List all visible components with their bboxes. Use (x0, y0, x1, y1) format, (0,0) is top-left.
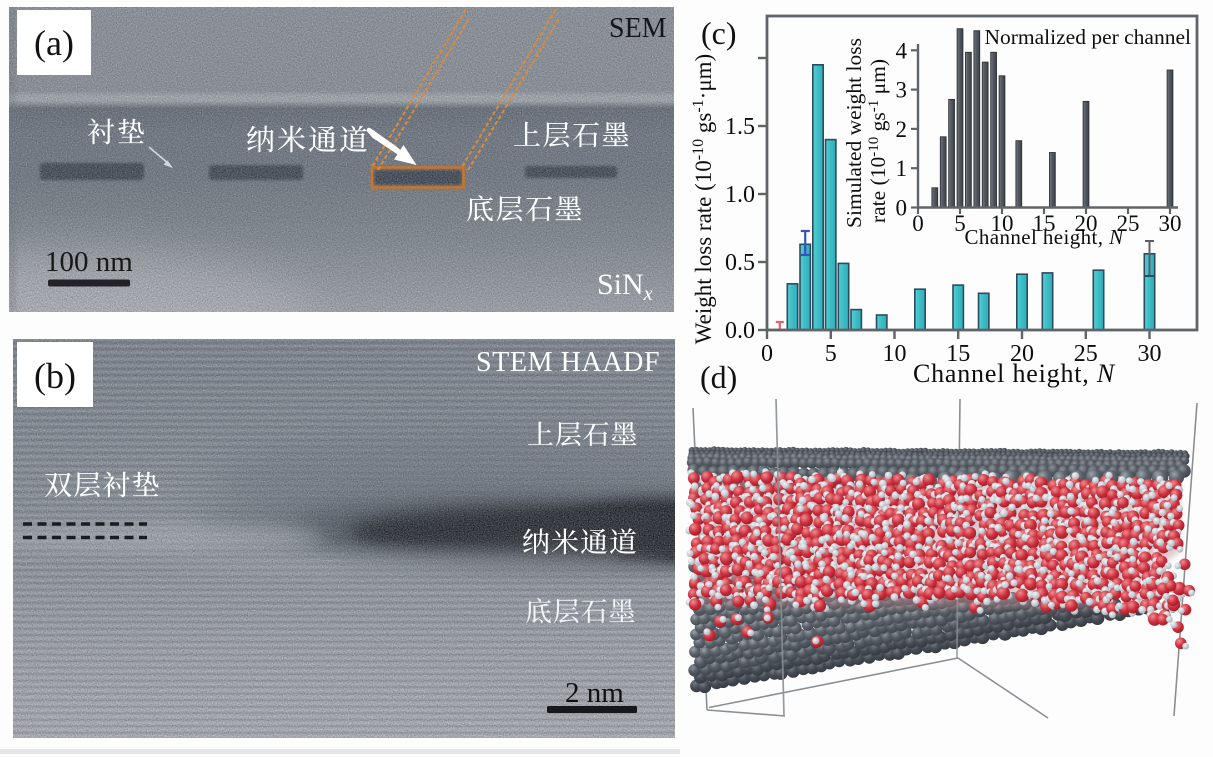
svg-text:10: 10 (883, 341, 907, 367)
svg-text:20: 20 (1075, 211, 1098, 236)
svg-text:Weight loss rate (10-10 gs-1·μ: Weight loss rate (10-10 gs-1·μm) (690, 54, 716, 344)
svg-text:(d): (d) (700, 359, 737, 395)
svg-text:15: 15 (946, 341, 970, 367)
svg-text:5: 5 (954, 211, 966, 236)
svg-text:(c): (c) (701, 15, 737, 51)
svg-text:SiNx: SiNx (597, 268, 653, 305)
svg-text:(a): (a) (34, 23, 74, 63)
svg-text:2 nm: 2 nm (565, 677, 624, 709)
svg-text:1.0: 1.0 (725, 182, 755, 208)
svg-text:25: 25 (1117, 211, 1140, 236)
svg-text:0.5: 0.5 (725, 250, 755, 276)
svg-text:0: 0 (761, 341, 773, 367)
svg-text:30: 30 (1159, 211, 1182, 236)
svg-text:1: 1 (896, 156, 908, 181)
svg-text:Simulated weight loss: Simulated weight loss (842, 38, 866, 228)
svg-text:25: 25 (1074, 341, 1098, 367)
svg-text:0: 0 (896, 196, 908, 221)
svg-text:Normalized per channel: Normalized per channel (984, 25, 1191, 49)
svg-text:1.5: 1.5 (725, 114, 755, 140)
svg-text:15: 15 (1033, 211, 1056, 236)
svg-text:Channel height, N: Channel height, N (964, 225, 1124, 249)
svg-text:5: 5 (825, 341, 837, 367)
svg-text:0.0: 0.0 (725, 318, 755, 344)
svg-text:SEM: SEM (609, 13, 667, 44)
svg-text:30: 30 (1138, 341, 1162, 367)
svg-text:Channel height, N: Channel height, N (913, 359, 1116, 388)
svg-text:10: 10 (991, 211, 1014, 236)
svg-text:20: 20 (1010, 341, 1034, 367)
svg-text:3: 3 (896, 78, 908, 103)
svg-text:rate (10-10 gs-1 μm): rate (10-10 gs-1 μm) (866, 59, 890, 223)
svg-text:0: 0 (912, 211, 924, 236)
svg-text:100 nm: 100 nm (45, 246, 133, 278)
svg-text:(b): (b) (34, 356, 76, 396)
svg-text:4: 4 (896, 38, 908, 63)
svg-text:STEM HAADF: STEM HAADF (476, 347, 660, 378)
svg-text:2: 2 (896, 117, 908, 142)
